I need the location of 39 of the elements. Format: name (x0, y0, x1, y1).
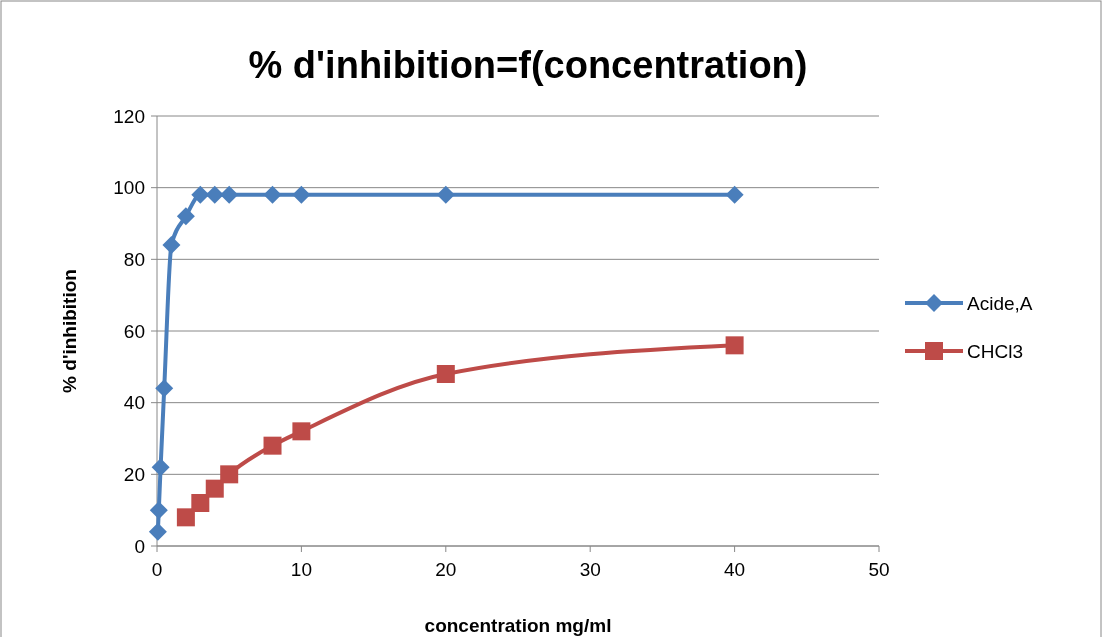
y-tick-label: 60 (123, 320, 145, 342)
x-tick-label: 0 (151, 559, 163, 580)
y-axis-title: % d'inhibition (59, 269, 80, 393)
point (176, 207, 195, 226)
point (205, 479, 224, 498)
point (725, 336, 744, 355)
point (220, 465, 239, 484)
chart-title: % d'inhibition=f(concentration) (248, 44, 808, 86)
point (155, 379, 174, 398)
x-axis-title: concentration mg/ml (424, 615, 612, 636)
point (263, 185, 282, 204)
y-tick-label: 120 (113, 105, 145, 127)
point (149, 501, 168, 520)
x-tick-label: 20 (435, 559, 457, 580)
point (292, 422, 311, 441)
x-tick-label: 10 (290, 559, 312, 580)
x-tick-label: 50 (868, 559, 890, 580)
point (292, 185, 311, 204)
legend-label: CHCl3 (967, 340, 1023, 362)
point (220, 185, 239, 204)
y-tick-label: 80 (123, 248, 145, 270)
point (725, 185, 744, 204)
x-tick-label: 40 (724, 559, 746, 580)
point (151, 458, 170, 477)
point (436, 365, 455, 383)
point (191, 185, 210, 204)
point (176, 508, 195, 527)
point (436, 185, 455, 204)
point (148, 522, 167, 541)
point (205, 185, 224, 204)
y-tick-label: 20 (123, 463, 145, 485)
point (162, 236, 181, 254)
x-tick-label: 30 (579, 559, 601, 580)
point (191, 494, 210, 512)
point (263, 436, 282, 455)
y-tick-label: 40 (123, 392, 145, 414)
legend-label: Acide,A (967, 292, 1033, 314)
y-tick-label: 0 (134, 535, 145, 557)
y-tick-label: 100 (113, 177, 145, 199)
